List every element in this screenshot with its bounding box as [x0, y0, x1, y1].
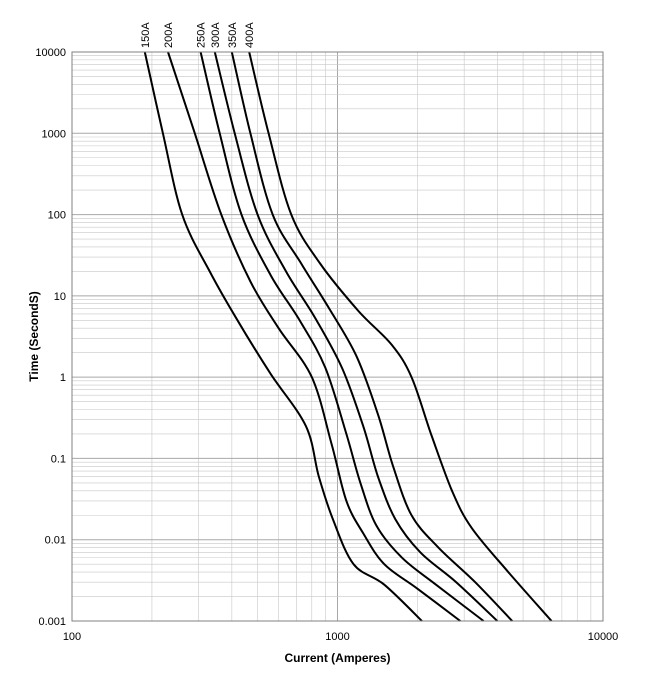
plot-area-frame: [71, 51, 604, 622]
y-tick-label: 0.001: [38, 616, 66, 628]
y-axis-title: Time (SecondS): [27, 291, 41, 381]
series-label-150A: 150A: [140, 22, 152, 48]
series-label-200A: 200A: [163, 22, 175, 48]
y-tick-label: 0.1: [51, 453, 66, 465]
y-tick-label: 1000: [42, 128, 66, 140]
series-label-350A: 350A: [227, 22, 239, 48]
series-label-300A: 300A: [210, 22, 222, 48]
series-line-400A: [248, 51, 553, 622]
series-line-350A: [230, 51, 513, 622]
grid-lines: [71, 52, 603, 622]
series-labels: 150A 200A 250A 300A 350A 400A: [140, 22, 256, 48]
series-label-250A: 250A: [196, 22, 208, 48]
x-axis-title: Current (Amperes): [284, 651, 390, 665]
y-tick-label: 0.01: [45, 535, 66, 547]
y-tick-label: 100: [48, 210, 66, 222]
x-tick-label: 100: [63, 631, 81, 643]
series-line-150A: [143, 51, 423, 622]
series-line-250A: [199, 51, 485, 622]
series-label-400A: 400A: [244, 22, 256, 48]
series-lines: [143, 51, 553, 622]
x-tick-label: 1000: [325, 631, 349, 643]
y-tick-label: 1: [60, 372, 66, 384]
x-tick-label: 10000: [588, 631, 619, 643]
y-tick-label: 10000: [35, 47, 66, 59]
series-line-300A: [213, 51, 498, 622]
series-line-200A: [167, 51, 461, 622]
y-tick-label: 10: [54, 291, 66, 303]
y-axis-ticks: 0.001 0.01 0.1 1 10 100 1000 10000: [35, 47, 66, 628]
x-axis-ticks: 100 1000 10000: [63, 631, 618, 643]
